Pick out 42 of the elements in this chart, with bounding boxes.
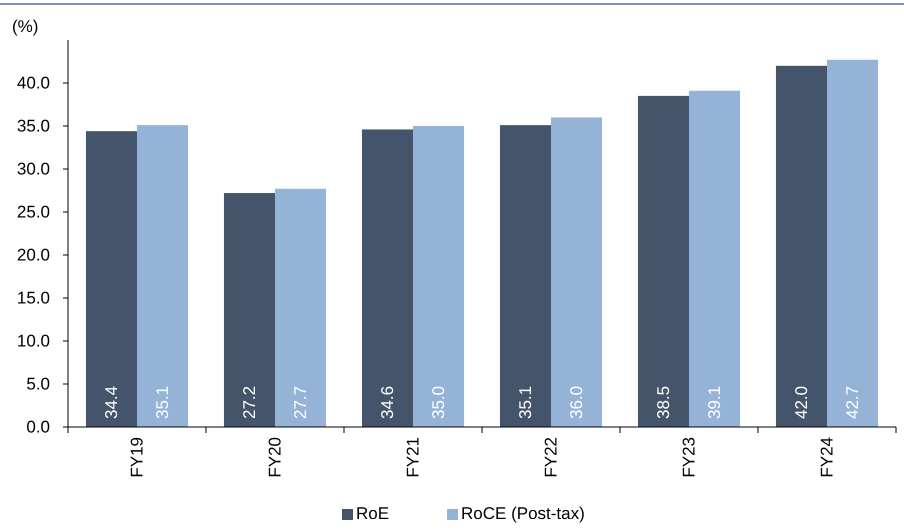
y-tick-label: 15.0 [16,288,50,308]
y-tick-label: 5.0 [26,374,50,394]
y-axis-title: (%) [12,17,38,36]
bar [362,129,413,427]
x-tick-label: FY20 [266,437,284,478]
bar [500,125,551,427]
y-tick-label: 35.0 [16,116,50,136]
y-tick-label: 20.0 [16,246,50,264]
y-tick-label: 25.0 [16,202,50,222]
data-label: 42.7 [843,386,862,419]
bar [413,126,464,427]
bar [137,125,188,427]
bar [689,90,740,427]
data-label: 35.1 [516,386,535,419]
data-label: 35.1 [153,386,172,419]
bar [551,117,602,427]
bar [638,96,689,427]
x-tick-label: FY24 [818,437,836,478]
bar [776,66,827,427]
data-label: 27.2 [240,386,259,419]
data-label: 36.0 [567,386,586,419]
data-label: 38.5 [654,386,673,419]
x-tick-label: FY22 [542,437,560,478]
legend-label: RoE [356,504,390,523]
bar [224,193,275,427]
x-tick-label: FY23 [680,437,698,478]
data-label: 34.6 [378,386,397,419]
bar [827,60,878,427]
bar [86,131,137,427]
data-label: 34.4 [102,386,121,419]
y-tick-label: 40.0 [16,74,50,92]
bar [275,188,326,427]
data-label: 39.1 [705,386,724,419]
legend-label: RoCE (Post-tax) [461,504,585,523]
data-label: 27.7 [291,386,310,419]
x-tick-label: FY21 [404,437,422,478]
data-label: 35.0 [429,386,448,419]
y-tick-label: 30.0 [16,160,50,178]
y-tick-label: 10.0 [16,332,50,350]
x-tick-label: FY19 [128,437,146,478]
y-tick-label: 0.0 [26,418,50,436]
data-label: 42.0 [792,386,811,419]
